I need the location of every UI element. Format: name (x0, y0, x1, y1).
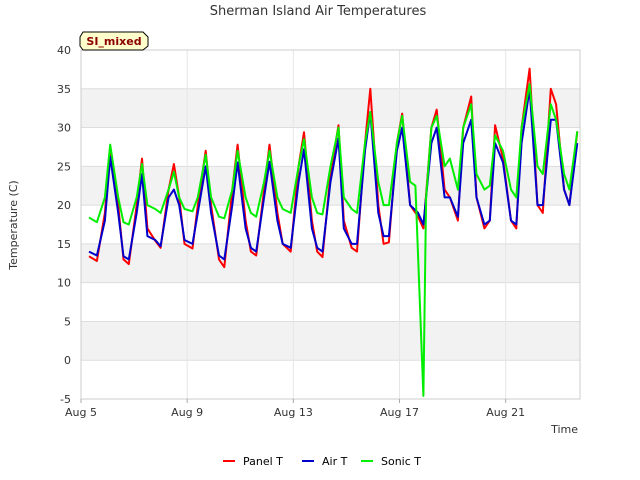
axes (80, 49, 581, 400)
y-tick-label: 0 (64, 354, 71, 367)
plot-frame (80, 49, 581, 400)
y-tick-label: 35 (57, 83, 71, 96)
x-tick-label: Aug 21 (486, 406, 525, 419)
plot-band (81, 243, 580, 283)
y-tick-label: -5 (60, 393, 71, 406)
plot-background (81, 50, 580, 399)
y-tick-label: 5 (64, 315, 71, 328)
x-tick-label: Aug 5 (65, 406, 97, 419)
legend-label: Panel T (243, 455, 283, 468)
legend: Panel T Air T Sonic T (223, 455, 421, 468)
y-tick-label: 20 (57, 199, 71, 212)
y-tick-label: 15 (57, 238, 71, 251)
plot-band (81, 360, 580, 399)
plot-band (81, 205, 580, 244)
legend-label: Air T (322, 455, 348, 468)
plot-band (81, 50, 580, 89)
y-tick-labels: -5 0 5 10 15 20 25 30 35 40 (57, 44, 71, 406)
legend-label: Sonic T (381, 455, 421, 468)
series-group (88, 67, 579, 397)
y-tick-label: 30 (57, 122, 71, 135)
series-line-air-t (88, 87, 579, 261)
y-tick-label: 40 (57, 44, 71, 57)
site-badge: SI_mixed (79, 31, 149, 51)
chart-title: Sherman Island Air Temperatures (210, 4, 427, 19)
x-tick-label: Aug 17 (380, 406, 419, 419)
plot-band (81, 88, 580, 128)
x-tick-label: Aug 13 (274, 406, 313, 419)
y-tick-label: 25 (57, 160, 71, 173)
x-tick-label: Aug 9 (171, 406, 203, 419)
y-axis-label: Temperature (C) (7, 180, 20, 270)
x-axis-label: Time (550, 423, 578, 436)
site-badge-label: SI_mixed (86, 35, 141, 48)
x-tick-labels: Aug 5 Aug 9 Aug 13 Aug 17 Aug 21 (65, 399, 525, 419)
y-tick-label: 10 (57, 277, 71, 290)
series-line-sonic-t (88, 83, 579, 397)
plot-band (81, 282, 580, 322)
plot-band (81, 321, 580, 361)
